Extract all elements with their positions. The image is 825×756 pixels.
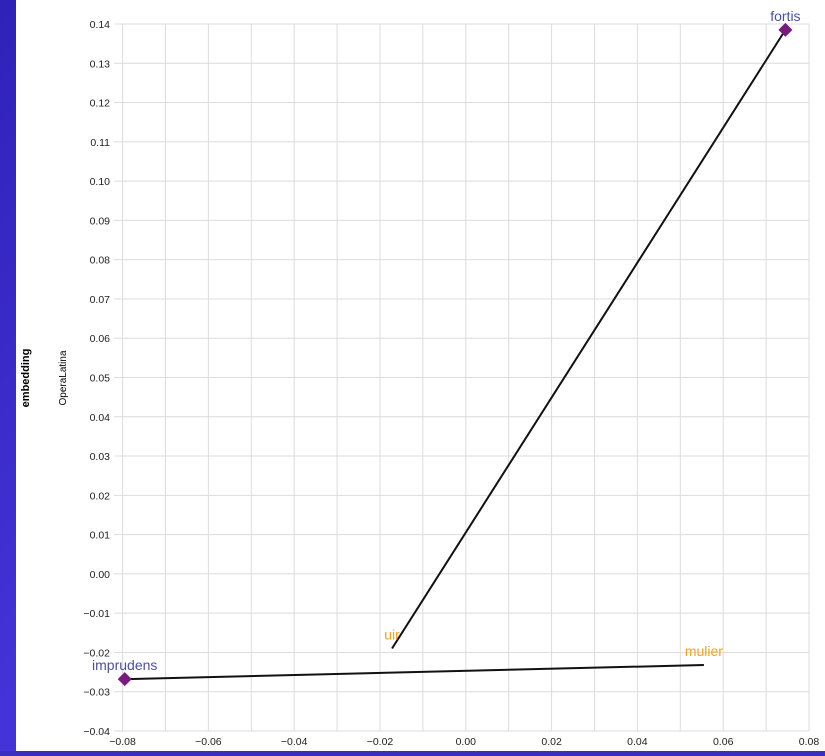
data-points: fortis imprudens uir mulier: [92, 8, 801, 687]
x-tick-label: 0.08: [799, 736, 820, 748]
y-tick-label: −0.04: [83, 726, 110, 738]
connector-line: [391, 29, 787, 650]
point-marker-imprudens: [117, 672, 132, 687]
y-tick-label: 0.07: [90, 294, 111, 306]
y-tick-label: 0.09: [90, 215, 111, 227]
x-tick-label: −0.06: [195, 736, 222, 748]
x-tick-label: 0.02: [541, 736, 562, 748]
y-tick-label: 0.01: [90, 530, 111, 542]
y-tick-label: 0.11: [90, 137, 110, 149]
y-tick-label: 0.13: [90, 58, 111, 70]
x-axis-ticks: −0.08 −0.06 −0.04 −0.02 0.00 0.02 0.04 0.06 0.08: [109, 736, 819, 748]
x-tick-label: 0.00: [456, 736, 477, 748]
y-tick-label: 0.03: [90, 451, 111, 463]
x-tick-label: −0.04: [281, 736, 308, 748]
y-axis-inner-label: OperaLatina: [58, 350, 69, 405]
y-tick-label: 0.12: [90, 98, 111, 110]
y-tick-label: 0.00: [90, 569, 111, 581]
embedding-scatter-chart: fortis imprudens uir mulier −0.08 −0.06 −0.04…: [20, 8, 819, 748]
y-tick-label: 0.06: [90, 333, 111, 345]
point-marker-fortis: [778, 22, 793, 37]
connector-line: [124, 664, 704, 681]
point-label-uir: uir: [384, 627, 400, 643]
y-tick-label: 0.02: [90, 490, 111, 502]
y-tick-label: −0.02: [83, 647, 110, 659]
y-tick-label: 0.04: [90, 412, 111, 424]
y-tick-label: 0.05: [90, 373, 111, 385]
point-label-fortis: fortis: [770, 8, 800, 24]
y-tick-label: −0.01: [83, 608, 110, 620]
y-tick-label: 0.14: [90, 19, 111, 31]
connector-lines: [124, 29, 787, 681]
point-label-imprudens: imprudens: [92, 657, 157, 673]
x-tick-label: 0.06: [713, 736, 734, 748]
y-tick-label: −0.03: [83, 687, 110, 699]
y-tick-label: 0.10: [90, 176, 111, 188]
x-tick-label: −0.02: [367, 736, 394, 748]
point-label-mulier: mulier: [685, 643, 723, 659]
chart-panel: fortis imprudens uir mulier −0.08 −0.06 −0.04…: [16, 0, 825, 751]
grid-lines: [114, 23, 810, 732]
y-tick-label: 0.08: [90, 255, 111, 267]
y-axis-ticks: −0.04 −0.03 −0.02 −0.01 0.00 0.01 0.02 0.03 0.04…: [83, 19, 110, 738]
x-tick-label: 0.04: [627, 736, 648, 748]
y-axis-outer-label: embedding: [20, 349, 32, 408]
x-tick-label: −0.08: [109, 736, 136, 748]
